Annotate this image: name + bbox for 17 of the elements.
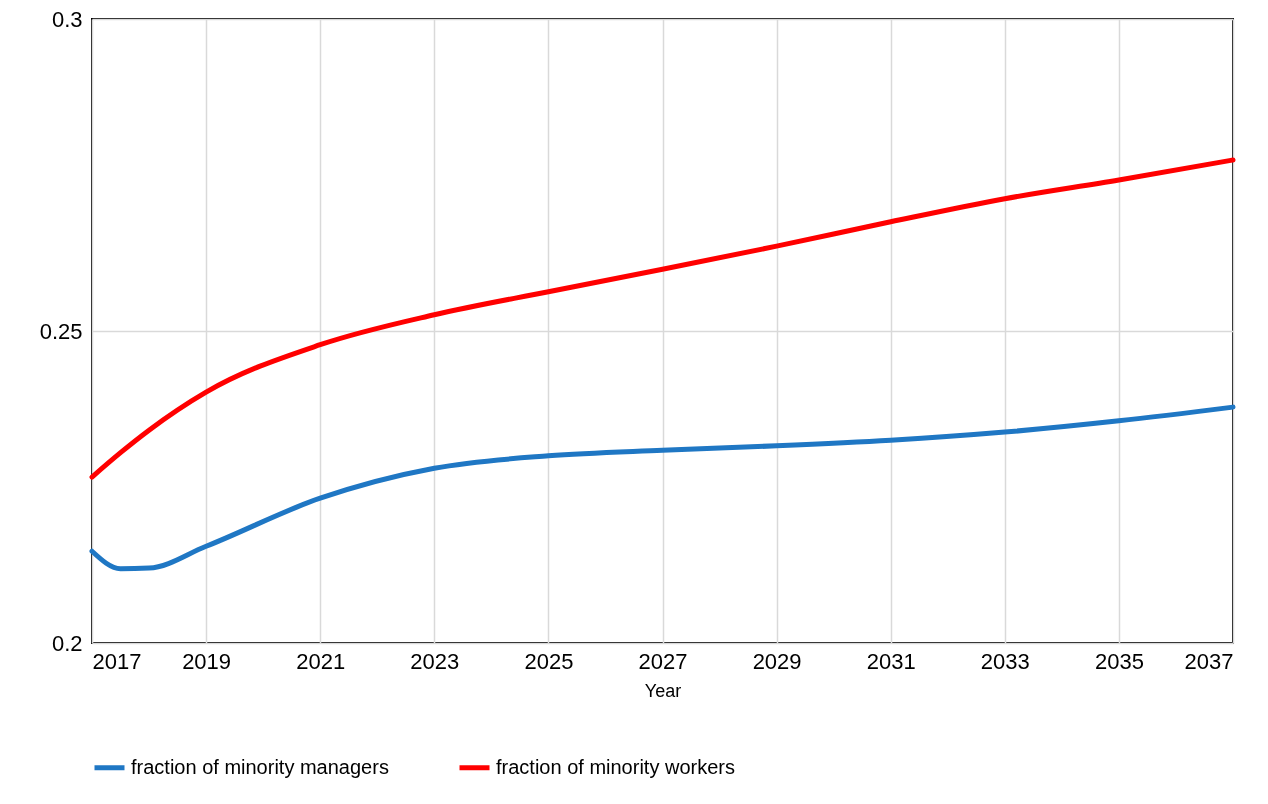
x-tick-label: 2025 bbox=[524, 648, 574, 674]
x-tick-label: 2037 bbox=[1184, 648, 1234, 674]
x-tick-label: 2033 bbox=[980, 648, 1030, 674]
x-tick-label: 2031 bbox=[866, 648, 916, 674]
x-tick-label: 2021 bbox=[296, 648, 346, 674]
x-tick-label: 2017 bbox=[92, 648, 142, 674]
x-tick-label: 2023 bbox=[410, 648, 460, 674]
x-tick-label: 2035 bbox=[1094, 648, 1144, 674]
x-tick-label: 2029 bbox=[752, 648, 802, 674]
x-tick-label: 2027 bbox=[638, 648, 688, 674]
x-tick-label: 2019 bbox=[182, 648, 232, 674]
x-axis-title: Year bbox=[644, 680, 682, 701]
y-tick-label: 0.25 bbox=[39, 318, 83, 344]
legend-label: fraction of minority managers bbox=[131, 755, 389, 778]
y-tick-label: 0.2 bbox=[51, 630, 83, 656]
legend-label: fraction of minority workers bbox=[496, 755, 735, 778]
y-tick-label: 0.3 bbox=[51, 6, 83, 32]
